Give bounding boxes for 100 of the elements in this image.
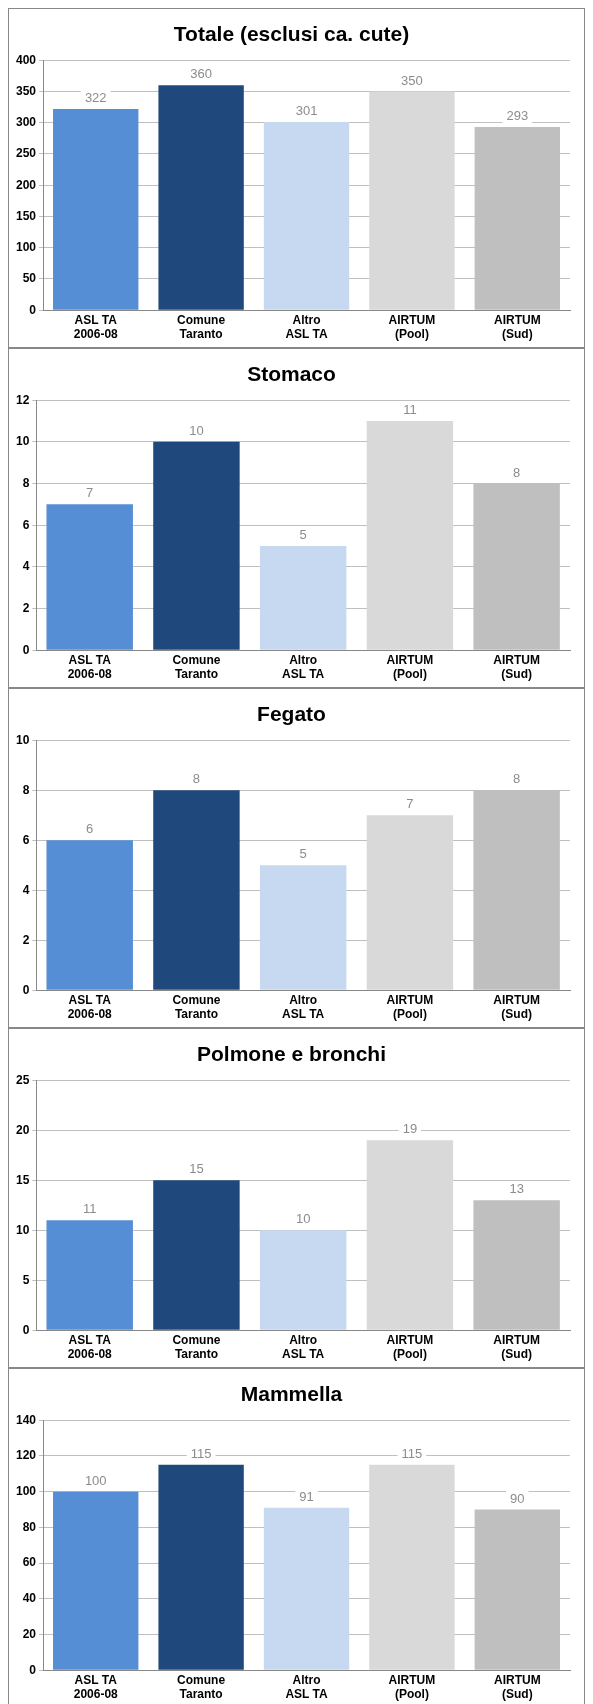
bar (369, 1464, 455, 1670)
bar (153, 790, 240, 990)
chart-title: Totale (esclusi ca. cute) (173, 22, 410, 46)
x-tick-label: Altro ASL TA (285, 312, 328, 342)
data-label: 19 (402, 1121, 418, 1137)
y-tick-label: 0 (29, 302, 37, 317)
x-tick-label: AIRTUM (Sud) (493, 652, 540, 682)
x-tick-label: ASL TA 2006-08 (67, 992, 113, 1022)
y-tick-label: 10 (15, 1222, 30, 1237)
data-label: 10 (189, 422, 204, 438)
x-tick-label: AIRTUM (Pool) (386, 1332, 434, 1362)
bar (369, 91, 455, 310)
data-label: 90 (510, 1490, 525, 1506)
data-label: 5 (299, 846, 307, 862)
data-label: 8 (513, 464, 521, 480)
x-tick-label: AIRTUM (Sud) (493, 1332, 540, 1362)
y-tick-label: 40 (22, 1591, 37, 1606)
y-tick-label: 10 (15, 732, 30, 747)
x-tick-label: AIRTUM (Sud) (493, 312, 541, 342)
data-label: 360 (190, 66, 212, 82)
x-tick-label: AIRTUM (Pool) (388, 1672, 436, 1702)
x-tick-label: AIRTUM (Pool) (386, 992, 434, 1022)
y-tick-label: 250 (15, 146, 37, 161)
y-tick-label: 25 (15, 1072, 30, 1087)
x-tick-label: ASL TA 2006-08 (73, 312, 119, 342)
x-tick-label: Altro ASL TA (282, 1332, 325, 1362)
x-tick-label: Comune Taranto (177, 312, 226, 342)
x-tick-label: Comune Taranto (172, 652, 221, 682)
y-tick-label: 300 (15, 115, 37, 130)
y-tick-label: 0 (22, 1322, 30, 1337)
x-tick-label: ASL TA 2006-08 (67, 1332, 113, 1362)
chart-title: Polmone e bronchi (196, 1042, 387, 1066)
bar (153, 441, 240, 650)
x-tick-label: Comune Taranto (177, 1672, 226, 1702)
data-label: 8 (192, 771, 201, 787)
y-tick-label: 100 (15, 240, 37, 255)
x-tick-label: AIRTUM (Pool) (388, 312, 436, 342)
y-tick-label: 120 (15, 1448, 37, 1463)
bar (263, 122, 350, 310)
bar (46, 504, 133, 650)
bar (46, 1220, 133, 1330)
y-tick-label: 4 (22, 559, 30, 574)
x-tick-label: Comune Taranto (172, 992, 221, 1022)
y-tick-label: 2 (22, 932, 30, 947)
y-tick-label: 15 (15, 1172, 30, 1187)
data-label: 91 (299, 1488, 314, 1504)
y-tick-label: 0 (29, 1662, 37, 1677)
data-label: 7 (86, 485, 94, 501)
data-label: 100 (84, 1472, 107, 1488)
x-tick-label: Altro ASL TA (282, 652, 325, 682)
data-label: 322 (84, 90, 107, 106)
chart-title: Stomaco (247, 362, 336, 386)
bar (263, 1507, 350, 1670)
bar (366, 421, 454, 650)
x-tick-label: ASL TA 2006-08 (67, 652, 113, 682)
y-tick-label: 150 (15, 208, 37, 223)
bar (46, 840, 133, 990)
chart-title: Fegato (257, 702, 326, 726)
data-label: 350 (401, 72, 423, 88)
data-label: 293 (506, 108, 529, 124)
data-label: 8 (513, 771, 521, 787)
data-label: 6 (86, 821, 94, 837)
y-tick-label: 10 (15, 434, 30, 449)
x-tick-label: Altro ASL TA (285, 1672, 328, 1702)
y-tick-label: 20 (15, 1122, 30, 1137)
data-label: 301 (295, 103, 318, 119)
y-tick-label: 0 (22, 982, 30, 997)
y-tick-label: 6 (22, 517, 30, 532)
y-tick-label: 5 (22, 1272, 30, 1287)
x-tick-label: Comune Taranto (172, 1332, 221, 1362)
bar (53, 108, 139, 310)
bar (158, 1464, 244, 1670)
y-tick-label: 400 (15, 52, 37, 67)
y-tick-label: 100 (15, 1483, 37, 1498)
data-label: 11 (82, 1201, 97, 1217)
y-tick-label: 4 (22, 882, 30, 897)
y-tick-label: 12 (15, 392, 30, 407)
y-tick-label: 350 (15, 83, 37, 98)
y-tick-label: 0 (22, 642, 30, 657)
x-tick-label: AIRTUM (Sud) (493, 1672, 541, 1702)
data-label: 10 (295, 1211, 311, 1227)
data-label: 7 (406, 796, 414, 812)
chart-title: Mammella (240, 1382, 343, 1406)
bar (259, 865, 347, 990)
bar (366, 1140, 454, 1330)
x-tick-label: Altro ASL TA (282, 992, 325, 1022)
y-tick-label: 20 (22, 1626, 37, 1641)
bar (158, 85, 244, 310)
data-label: 13 (509, 1181, 524, 1197)
x-tick-label: AIRTUM (Pool) (386, 652, 434, 682)
x-tick-label: ASL TA 2006-08 (73, 1672, 119, 1702)
data-label: 115 (401, 1445, 423, 1461)
bar (366, 815, 454, 990)
y-tick-label: 6 (22, 832, 30, 847)
y-tick-label: 200 (15, 177, 37, 192)
data-label: 115 (190, 1445, 212, 1461)
y-tick-label: 140 (15, 1412, 37, 1427)
bar (153, 1180, 240, 1330)
y-tick-label: 2 (22, 600, 30, 615)
y-tick-label: 80 (22, 1519, 37, 1534)
